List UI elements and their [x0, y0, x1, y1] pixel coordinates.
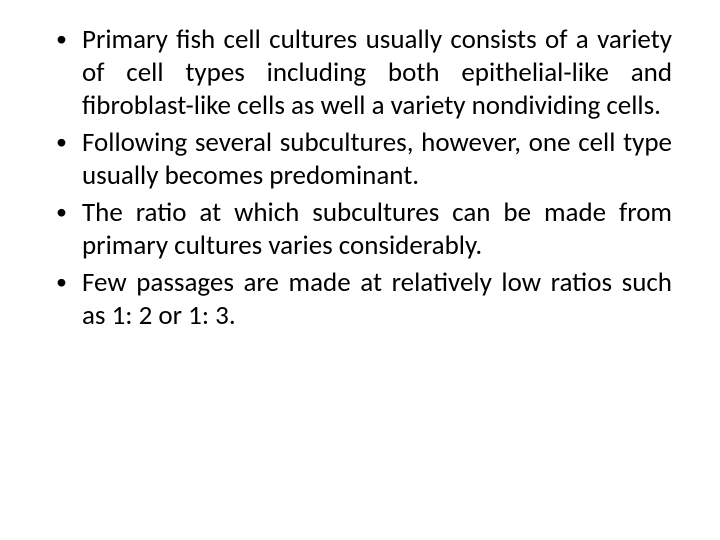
list-item: Following several subcultures, however, … [48, 127, 672, 193]
list-item: Primary fish cell cultures usually consi… [48, 24, 672, 123]
slide: Primary fish cell cultures usually consi… [0, 0, 720, 540]
list-item: The ratio at which subcultures can be ma… [48, 197, 672, 263]
list-item: Few passages are made at relatively low … [48, 267, 672, 333]
bullet-list: Primary fish cell cultures usually consi… [48, 24, 672, 332]
